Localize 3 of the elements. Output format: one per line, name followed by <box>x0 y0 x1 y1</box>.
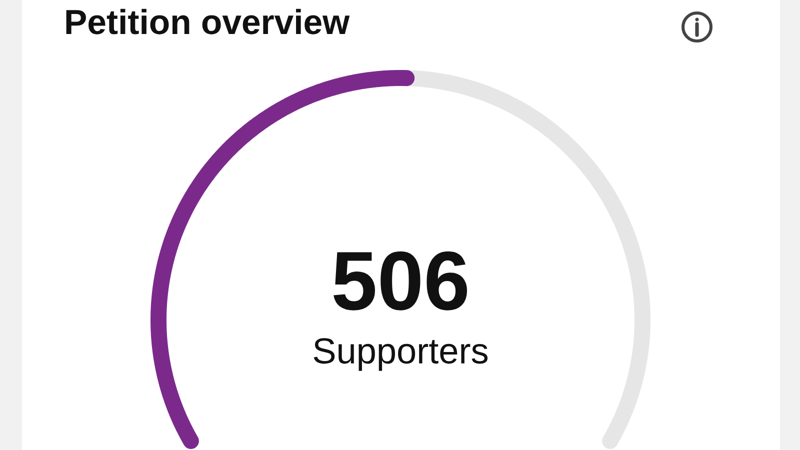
chart-title: Petition overview <box>66 8 350 34</box>
text: Supporters <box>314 338 488 371</box>
text: 506 <box>334 251 468 310</box>
